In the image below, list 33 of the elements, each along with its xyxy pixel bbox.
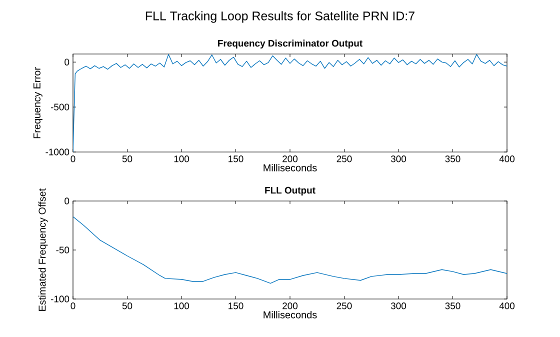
x-tick-label: 150 xyxy=(228,156,244,162)
x-tick-label: 200 xyxy=(282,156,298,162)
x-tick-label: 200 xyxy=(282,302,298,310)
x-tick-label: 150 xyxy=(228,302,244,310)
line-series xyxy=(73,54,508,152)
y-axis-title: Frequency Error xyxy=(34,67,42,138)
x-tick-label: 0 xyxy=(70,302,76,310)
x-axis-title: Milliseconds xyxy=(264,311,317,318)
x-tick-label: 400 xyxy=(499,156,515,162)
x-tick-label: 100 xyxy=(174,156,190,162)
y-tick-label: -50 xyxy=(56,246,70,254)
y-tick-label: -100 xyxy=(50,296,70,302)
x-tick-label: 350 xyxy=(445,302,460,310)
y-tick-label: -500 xyxy=(50,104,70,110)
line-series xyxy=(73,216,508,284)
x-tick-label: 350 xyxy=(445,156,460,162)
x-tick-label: 250 xyxy=(336,156,352,162)
chart-subtitle: Frequency Discriminator Output xyxy=(218,40,362,49)
x-tick-label: 50 xyxy=(122,302,132,310)
x-tick-label: 400 xyxy=(499,302,515,310)
x-tick-label: 50 xyxy=(122,156,132,162)
y-tick-label: 0 xyxy=(64,198,70,204)
y-tick-label: -1000 xyxy=(46,148,70,156)
x-tick-label: 250 xyxy=(336,302,352,310)
x-tick-label: 300 xyxy=(390,302,406,310)
x-tick-label: 0 xyxy=(70,156,76,162)
chart-title: FLL Tracking Loop Results for Satellite PRN ID:7 xyxy=(146,11,414,23)
y-axis-title: Estimated Frequency Offset xyxy=(38,188,48,311)
x-axis-title: Milliseconds xyxy=(264,164,317,172)
x-tick-label: 100 xyxy=(174,302,190,310)
y-tick-label: 0 xyxy=(64,58,70,66)
chart-title: FLL Output xyxy=(265,186,316,196)
x-tick-label: 300 xyxy=(390,156,406,162)
